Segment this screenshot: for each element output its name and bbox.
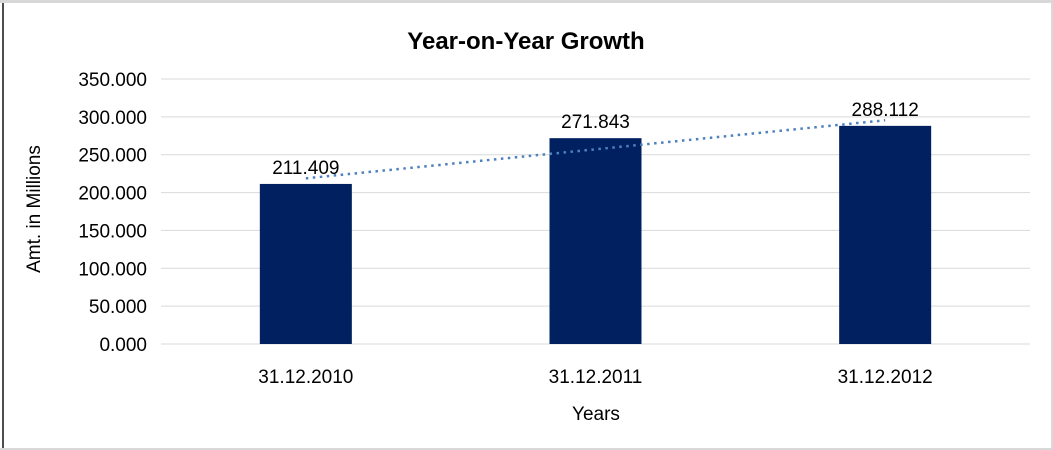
x-tick-label: 31.12.2012	[838, 367, 933, 388]
bar-chart: Year-on-Year Growth 0.000 50.000 100.000 15…	[24, 28, 1030, 425]
y-tick-label: 300.000	[78, 108, 147, 129]
trendline-group	[305, 119, 886, 180]
x-tick-label: 31.12.2010	[258, 367, 353, 388]
data-labels: 211.409 271.843 288.112	[272, 100, 919, 179]
y-tick-label: 200.000	[78, 184, 147, 205]
x-axis-tick-labels: 31.12.2010 31.12.2011 31.12.2012	[258, 367, 932, 388]
x-tick-label: 31.12.2011	[549, 367, 643, 388]
bar-value-label: 288.112	[852, 100, 919, 121]
bar-series	[259, 125, 932, 344]
bar-value-label: 211.409	[272, 158, 339, 179]
y-tick-label: 350.000	[78, 70, 147, 91]
bar	[259, 183, 352, 344]
x-axis-title: Years	[572, 404, 620, 425]
bar-value-label: 271.843	[561, 112, 630, 133]
y-tick-label: 50.000	[89, 297, 147, 318]
trendline	[305, 119, 886, 180]
y-tick-label: 100.000	[78, 259, 147, 280]
y-tick-label: 0.000	[99, 335, 147, 356]
bar	[839, 125, 932, 344]
y-tick-label: 150.000	[78, 221, 147, 242]
chart-title: Year-on-Year Growth	[407, 28, 644, 55]
frame-left-border	[2, 3, 4, 448]
y-tick-label: 250.000	[78, 146, 147, 167]
y-axis-title: Amt. in Millions	[24, 145, 45, 273]
bar	[549, 138, 642, 344]
y-axis-tick-labels: 0.000 50.000 100.000 150.000 200.000 250.000 3…	[78, 70, 147, 356]
